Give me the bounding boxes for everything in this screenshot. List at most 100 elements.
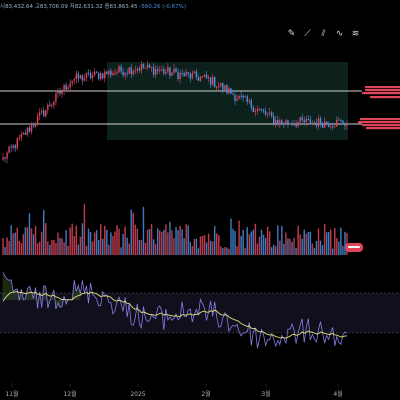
volume-bar bbox=[12, 233, 14, 255]
candle-body bbox=[264, 111, 267, 115]
volume-bar bbox=[201, 235, 204, 255]
volume-bar bbox=[270, 247, 273, 255]
candle-body bbox=[287, 120, 289, 124]
volume-bar bbox=[99, 224, 102, 255]
volume-bar bbox=[138, 240, 141, 255]
volume-bar bbox=[342, 245, 344, 255]
candle-body bbox=[156, 69, 159, 71]
volume-bar bbox=[40, 231, 43, 255]
candle-body bbox=[321, 124, 324, 128]
candle-body bbox=[142, 64, 145, 68]
volume-bar bbox=[116, 225, 118, 255]
candle-body bbox=[83, 77, 86, 81]
candle-body bbox=[207, 77, 210, 79]
volume-bar bbox=[159, 230, 161, 255]
volume-bar bbox=[118, 228, 120, 255]
volume-bar bbox=[275, 246, 277, 255]
volume-bar bbox=[140, 239, 143, 255]
volume-bar bbox=[268, 231, 271, 255]
volume-bar bbox=[195, 238, 198, 255]
x-axis-label-mar: 3월 bbox=[261, 391, 271, 398]
candle-body bbox=[2, 157, 4, 160]
candle-body bbox=[317, 118, 320, 127]
volume-bar bbox=[4, 247, 6, 255]
candle-body bbox=[323, 121, 326, 128]
multi-zigzag-icon[interactable]: ≋ bbox=[351, 29, 360, 39]
candle-body bbox=[213, 76, 216, 88]
candle-body bbox=[205, 74, 208, 79]
volume-bar bbox=[258, 236, 261, 255]
consolidation-zone bbox=[107, 62, 348, 140]
volume-bar bbox=[124, 226, 126, 255]
volume-bar bbox=[183, 238, 185, 255]
volume-bar bbox=[167, 232, 169, 255]
rsi-ma-line bbox=[2, 291, 348, 339]
candle-body bbox=[303, 120, 305, 123]
candle-body bbox=[336, 119, 338, 127]
x-axis-label-dec: 12월 bbox=[63, 391, 77, 398]
candle-body bbox=[193, 71, 196, 74]
volume-bar bbox=[95, 230, 98, 255]
candle-body bbox=[252, 107, 255, 113]
order-level-bar bbox=[358, 121, 400, 124]
chart-line-icon[interactable]: ⟋ bbox=[304, 29, 311, 39]
volume-bar bbox=[114, 231, 116, 255]
volume-indicator-badge[interactable] bbox=[345, 243, 363, 252]
candle-body bbox=[4, 157, 6, 159]
candle-body bbox=[148, 64, 151, 68]
candle-body bbox=[224, 85, 226, 90]
candle-body bbox=[45, 109, 47, 117]
candle-body bbox=[254, 110, 257, 113]
order-level-bar bbox=[365, 89, 400, 92]
volume-bar bbox=[207, 233, 210, 255]
volume-bar bbox=[110, 232, 112, 255]
candle-body bbox=[291, 123, 293, 126]
volume-bar bbox=[334, 228, 336, 255]
volume-bar bbox=[230, 218, 232, 255]
volume-bar bbox=[218, 235, 220, 255]
candle-body bbox=[311, 122, 314, 125]
candle-body bbox=[195, 71, 198, 78]
brush-icon[interactable]: ✎ bbox=[287, 29, 296, 39]
candle-body bbox=[244, 96, 246, 98]
close-value: 83,863.45 bbox=[109, 4, 138, 10]
candle-body bbox=[10, 146, 12, 148]
candle-body bbox=[277, 119, 279, 126]
candle-body bbox=[77, 73, 80, 79]
candle-body bbox=[81, 75, 84, 81]
volume-bar bbox=[43, 210, 45, 255]
zigzag-icon[interactable]: ∿ bbox=[335, 29, 344, 39]
volume-bar bbox=[289, 238, 291, 255]
chart-bar-icon[interactable]: ⫽ bbox=[321, 29, 326, 39]
candle-body bbox=[102, 73, 104, 79]
high-value: 83,706.09 bbox=[39, 4, 68, 10]
volume-bar bbox=[325, 232, 328, 255]
volume-bar bbox=[303, 229, 305, 255]
volume-bar bbox=[332, 248, 334, 255]
candle-body bbox=[246, 96, 248, 103]
volume-bar bbox=[315, 241, 318, 255]
volume-bar bbox=[24, 227, 27, 255]
volume-bar bbox=[77, 244, 80, 255]
candle-body bbox=[12, 145, 14, 148]
candle-body bbox=[132, 70, 134, 75]
candle-body bbox=[106, 71, 108, 75]
volume-bar bbox=[61, 238, 63, 255]
volume-bar bbox=[87, 228, 90, 255]
candle-body bbox=[228, 88, 230, 94]
candle-body bbox=[191, 73, 194, 79]
candle-body bbox=[222, 83, 224, 90]
candle-body bbox=[268, 112, 271, 114]
candle-body bbox=[8, 146, 10, 153]
candle-body bbox=[183, 73, 185, 77]
change-value: -560.26 (-0.67%) bbox=[139, 4, 186, 10]
candle-body bbox=[118, 66, 120, 73]
volume-bar bbox=[244, 247, 246, 255]
x-axis-label-apr: 4월 bbox=[333, 391, 343, 398]
candle-body bbox=[177, 72, 179, 80]
volume-bar bbox=[71, 223, 73, 255]
candle-body bbox=[218, 85, 220, 87]
volume-bar bbox=[185, 224, 187, 255]
